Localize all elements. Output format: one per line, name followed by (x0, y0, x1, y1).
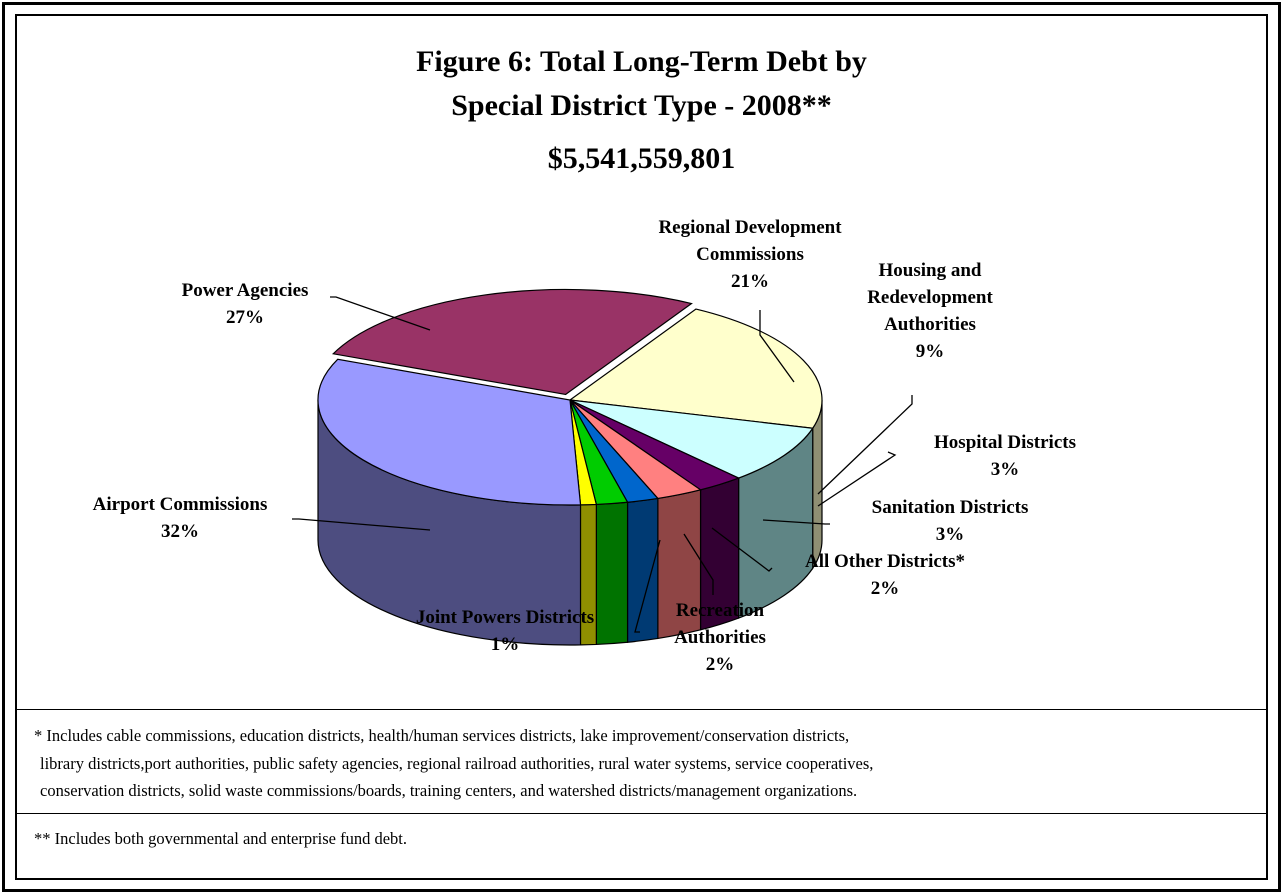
label-all-other-districts: All Other Districts* 2% (760, 548, 1010, 602)
label-name-line: Airport Commissions (92, 494, 268, 515)
leader-line-sanitation-districts (762, 519, 830, 525)
footnote-line-4: ** Includes both governmental and enterp… (34, 829, 407, 848)
footnote-divider (17, 709, 1266, 710)
label-name-line: Authorities (884, 314, 976, 335)
leader-line-power-agencies (330, 296, 431, 331)
leader-line-all-other-districts (711, 527, 773, 572)
pie-leader-lines (292, 296, 913, 633)
label-name-line: Hospital Districts (934, 432, 1076, 453)
chart-total: $5,541,559,801 (547, 142, 736, 175)
label-percent: 2% (870, 578, 900, 599)
pie-slice-regional-development-commissions (568, 308, 823, 429)
pie-slice-power-agencies (331, 288, 693, 396)
label-percent: 9% (915, 341, 945, 362)
label-name-line: Commissions (696, 244, 804, 265)
leader-line-airport-commissions (292, 518, 431, 531)
label-recreation-authorities: Recreation Authorities 2% (620, 597, 820, 678)
label-percent: 27% (226, 307, 264, 328)
label-airport-commissions: Airport Commissions 32% (55, 491, 305, 545)
label-percent: 2% (705, 654, 735, 675)
pie-slice-housing-and-redevelopment-authorities (569, 399, 814, 479)
label-percent: 3% (990, 459, 1020, 480)
label-name-line: Redevelopment (867, 287, 993, 308)
pie-tops (317, 288, 823, 506)
label-name-line: Housing and (878, 260, 982, 281)
label-joint-powers-districts: Joint Powers Districts 1% (370, 604, 640, 658)
footnote-line-2: library districts,port authorities, publ… (40, 754, 874, 773)
leader-line-housing-and-redevelopment-authorities (817, 395, 913, 495)
leader-line-regional-development-commissions (759, 310, 795, 383)
label-power-agencies: Power Agencies 27% (135, 277, 355, 331)
label-percent: 1% (490, 634, 520, 655)
label-name-line: Sanitation Districts (871, 497, 1029, 518)
chart-title-line-1: Figure 6: Total Long-Term Debt by (416, 45, 867, 78)
label-regional-development: Regional Development Commissions 21% (600, 214, 900, 295)
label-percent: 32% (161, 521, 199, 542)
label-name-line: Power Agencies (181, 280, 309, 301)
footnote-line-3: conservation districts, solid waste comm… (40, 781, 858, 800)
leader-line-recreation-authorities (683, 533, 714, 595)
pie-slice-airport-commissions (317, 358, 582, 506)
footnote-divider (17, 813, 1266, 814)
chart-inner-border (15, 14, 1268, 880)
leader-line-joint-powers-districts (634, 539, 661, 633)
label-hospital-districts: Hospital Districts 3% (890, 429, 1120, 483)
label-housing-redevelopment: Housing and Redevelopment Authorities 9% (800, 257, 1060, 365)
label-percent: 21% (731, 271, 769, 292)
label-name-line: Regional Development (658, 217, 842, 238)
pie-sides (317, 399, 823, 646)
chart-title-line-2: Special District Type - 2008** (451, 89, 832, 122)
label-name-line: Joint Powers Districts (415, 607, 595, 628)
label-percent: 3% (935, 524, 965, 545)
label-name-line: Recreation (675, 600, 765, 621)
label-sanitation-districts: Sanitation Districts 3% (820, 494, 1080, 548)
label-name-line: Authorities (674, 627, 766, 648)
leader-line-hospital-districts (817, 451, 897, 507)
label-name-line: All Other Districts* (804, 551, 966, 572)
footnote-line-1: * Includes cable commissions, education … (34, 726, 850, 745)
